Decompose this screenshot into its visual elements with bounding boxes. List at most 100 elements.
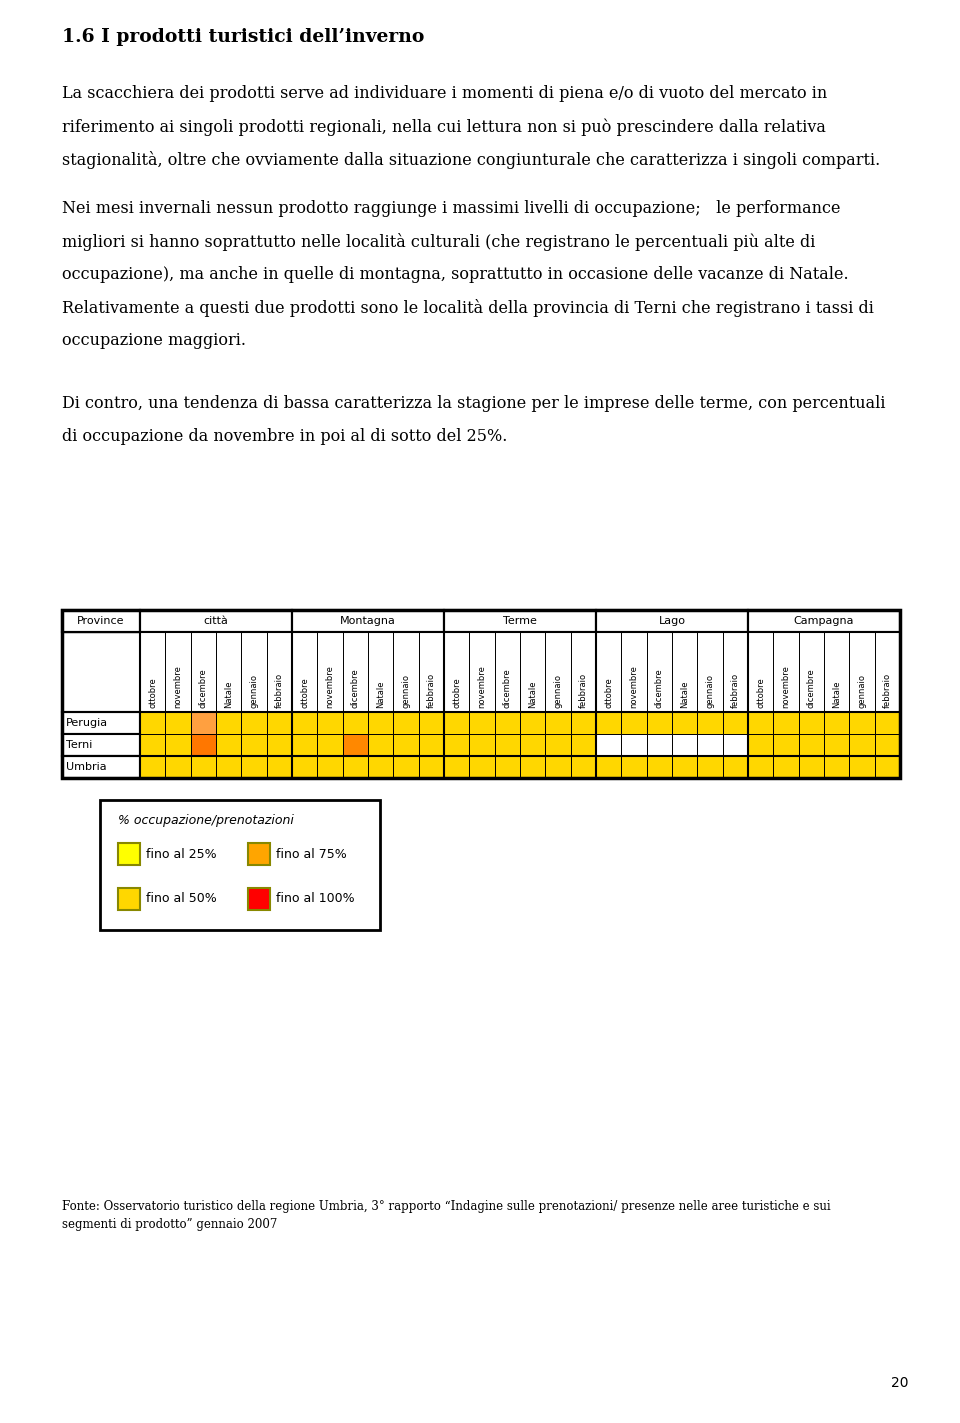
Text: ottobre: ottobre (300, 677, 309, 709)
Text: dicembre: dicembre (655, 669, 663, 709)
Bar (621, 734, 647, 756)
Text: novembre: novembre (630, 665, 638, 709)
Text: fino al 100%: fino al 100% (276, 892, 354, 905)
Bar (494, 734, 520, 756)
Bar (165, 712, 191, 734)
Bar (118, 888, 140, 909)
Bar (292, 756, 318, 778)
Text: Natale: Natale (832, 680, 841, 709)
Bar (723, 632, 748, 712)
Text: febbraio: febbraio (427, 673, 436, 709)
Text: città: città (204, 616, 228, 626)
Bar (596, 712, 621, 734)
Bar (697, 756, 723, 778)
Text: Di contro, una tendenza di bassa caratterizza la stagione per le imprese delle t: Di contro, una tendenza di bassa caratte… (62, 396, 885, 413)
Bar (62, 734, 140, 756)
Text: febbraio: febbraio (731, 673, 740, 709)
Bar (343, 632, 368, 712)
Bar (647, 712, 672, 734)
Bar (140, 632, 165, 712)
Bar (799, 734, 824, 756)
Bar (394, 712, 419, 734)
Text: novembre: novembre (477, 665, 487, 709)
Bar (241, 734, 267, 756)
Text: Relativamente a questi due prodotti sono le località della provincia di Terni ch: Relativamente a questi due prodotti sono… (62, 299, 874, 317)
Text: La scacchiera dei prodotti serve ad individuare i momenti di piena e/o di vuoto : La scacchiera dei prodotti serve ad indi… (62, 85, 828, 102)
Text: febbraio: febbraio (883, 673, 892, 709)
Bar (267, 734, 292, 756)
Text: fino al 75%: fino al 75% (276, 848, 347, 861)
Text: dicembre: dicembre (350, 669, 360, 709)
Text: Lago: Lago (659, 616, 685, 626)
Bar (875, 712, 900, 734)
Text: di occupazione da novembre in poi al di sotto del 25%.: di occupazione da novembre in poi al di … (62, 428, 508, 445)
Text: gennaio: gennaio (706, 675, 714, 709)
Bar (292, 734, 318, 756)
Bar (241, 712, 267, 734)
Bar (799, 632, 824, 712)
Bar (191, 712, 216, 734)
Bar (672, 734, 697, 756)
Bar (292, 712, 318, 734)
Text: occupazione), ma anche in quelle di montagna, soprattutto in occasione delle vac: occupazione), ma anche in quelle di mont… (62, 266, 849, 283)
Bar (62, 756, 140, 778)
Bar (570, 712, 596, 734)
Bar (748, 712, 774, 734)
Bar (748, 734, 774, 756)
Bar (165, 734, 191, 756)
Bar (469, 632, 494, 712)
Bar (697, 712, 723, 734)
Bar (444, 756, 469, 778)
Bar (368, 734, 394, 756)
Bar (343, 734, 368, 756)
Bar (469, 756, 494, 778)
Text: segmenti di prodotto” gennaio 2007: segmenti di prodotto” gennaio 2007 (62, 1218, 277, 1231)
Text: Campagna: Campagna (794, 616, 854, 626)
Bar (368, 756, 394, 778)
Bar (444, 712, 469, 734)
Bar (419, 632, 444, 712)
Text: riferimento ai singoli prodotti regionali, nella cui lettura non si può prescind: riferimento ai singoli prodotti regional… (62, 118, 826, 135)
Bar (444, 734, 469, 756)
Bar (647, 632, 672, 712)
Bar (216, 734, 241, 756)
Text: dicembre: dicembre (806, 669, 816, 709)
Text: novembre: novembre (781, 665, 790, 709)
Text: Natale: Natale (681, 680, 689, 709)
Bar (216, 712, 241, 734)
Text: Montagna: Montagna (340, 616, 396, 626)
Bar (248, 842, 270, 865)
Bar (191, 734, 216, 756)
Bar (191, 756, 216, 778)
Bar (824, 756, 850, 778)
Bar (647, 734, 672, 756)
Text: fino al 50%: fino al 50% (146, 892, 217, 905)
Bar (570, 632, 596, 712)
Bar (570, 734, 596, 756)
Bar (545, 632, 570, 712)
Bar (469, 712, 494, 734)
Bar (469, 734, 494, 756)
Text: Perugia: Perugia (66, 719, 108, 729)
Bar (318, 632, 343, 712)
Text: febbraio: febbraio (275, 673, 284, 709)
Bar (672, 712, 697, 734)
Text: febbraio: febbraio (579, 673, 588, 709)
Bar (799, 756, 824, 778)
Bar (748, 610, 900, 632)
Bar (118, 842, 140, 865)
Bar (241, 632, 267, 712)
Bar (570, 756, 596, 778)
Bar (697, 632, 723, 712)
Bar (292, 610, 444, 632)
Bar (520, 632, 545, 712)
Bar (140, 756, 165, 778)
Text: 1.6 I prodotti turistici dell’inverno: 1.6 I prodotti turistici dell’inverno (62, 28, 424, 46)
Bar (444, 632, 469, 712)
Bar (444, 610, 596, 632)
Text: Fonte: Osservatorio turistico della regione Umbria, 3° rapporto “Indagine sulle : Fonte: Osservatorio turistico della regi… (62, 1200, 830, 1212)
Text: Umbria: Umbria (66, 761, 107, 773)
Text: ottobre: ottobre (148, 677, 157, 709)
Text: occupazione maggiori.: occupazione maggiori. (62, 332, 246, 349)
Bar (672, 632, 697, 712)
